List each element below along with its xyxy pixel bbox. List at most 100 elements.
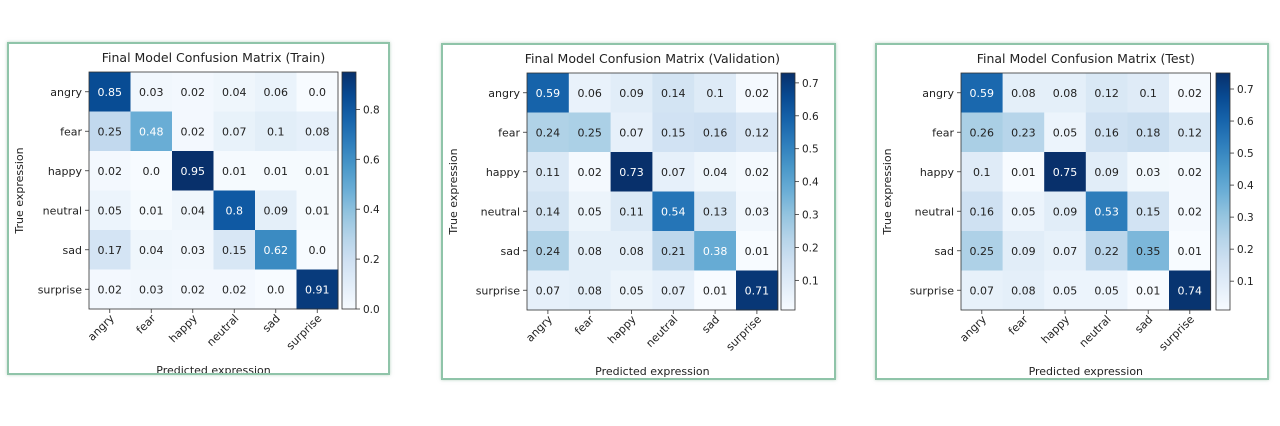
heatmap-cell — [568, 112, 612, 153]
cell-value-label: 0.24 — [536, 126, 561, 139]
cell-value-label: 0.01 — [745, 245, 770, 258]
heatmap-cell — [296, 230, 339, 270]
cell-value-label: 0.07 — [536, 284, 561, 297]
heatmap-cell — [1169, 152, 1212, 192]
cell-value-label: 0.07 — [970, 284, 995, 297]
heatmap-cell — [130, 190, 173, 231]
cell-value-label: 0.04 — [181, 204, 206, 217]
heatmap-cell — [527, 231, 570, 271]
x-tick-label: fear — [134, 312, 159, 337]
cell-value-label: 0.02 — [745, 166, 770, 179]
x-tick-label: angry — [523, 313, 555, 345]
cell-value-label: 0.22 — [1094, 245, 1119, 258]
heatmap-cell — [610, 231, 653, 271]
chart-panel-train: Final Model Confusion Matrix (Train) 0.85… — [7, 42, 390, 377]
colorbar-tick-label: 0.6 — [802, 111, 819, 123]
heatmap-cell — [1085, 231, 1128, 271]
heatmap-cell — [296, 190, 339, 231]
colorbar-tick-label: 0.2 — [802, 242, 819, 254]
cell-value-label: 0.12 — [1178, 126, 1203, 139]
heatmap-cell — [610, 73, 653, 113]
chart-title: Final Model Confusion Matrix (Validation… — [525, 51, 780, 66]
x-axis-label: Predicted expression — [1029, 365, 1143, 378]
heatmap-cell — [255, 111, 297, 152]
heatmap-cell — [89, 269, 131, 310]
cell-value-label: 0.07 — [661, 166, 686, 179]
cell-value-label: 0.09 — [1011, 245, 1036, 258]
cell-value-label: 0.03 — [181, 244, 206, 257]
heatmap-cell — [172, 111, 214, 152]
heatmap-cell — [130, 230, 173, 270]
heatmap-cell — [255, 151, 297, 191]
heatmap-cell — [652, 270, 695, 311]
cell-value-label: 0.16 — [703, 126, 728, 139]
heatmap-cell — [296, 111, 339, 152]
cell-value-label: 0.07 — [619, 126, 644, 139]
cell-value-label: 0.05 — [577, 205, 602, 218]
cell-value-label: 0.02 — [98, 165, 123, 178]
heatmap-cell — [694, 270, 737, 311]
x-axis-label: Predicted expression — [156, 364, 270, 373]
cell-value-label: 0.1 — [973, 166, 991, 179]
heatmap-cell — [694, 112, 737, 153]
heatmap-cell — [610, 152, 653, 192]
heatmap-cell — [1044, 270, 1087, 311]
cell-value-label: 0.02 — [745, 87, 770, 100]
heatmap-cell — [568, 73, 612, 113]
colorbar-tick-label: 0.1 — [1237, 276, 1254, 288]
x-tick-label: surprise — [724, 313, 765, 354]
cell-value-label: 0.59 — [536, 87, 561, 100]
x-tick-label: sad — [1132, 313, 1155, 336]
cell-value-label: 0.11 — [619, 205, 644, 218]
heatmap-cell — [130, 72, 173, 112]
heatmap-cell — [961, 152, 1004, 192]
heatmap-cell — [1127, 231, 1170, 271]
y-tick-label: happy — [920, 166, 955, 179]
x-tick-label: sad — [260, 312, 283, 335]
cell-value-label: 0.71 — [745, 284, 770, 297]
colorbar-tick-label: 0.2 — [1237, 244, 1254, 256]
chart-title: Final Model Confusion Matrix (Test) — [977, 51, 1195, 66]
x-tick-label: neutral — [1077, 313, 1114, 350]
cell-value-label: 0.05 — [98, 204, 123, 217]
heatmap-cell — [1085, 73, 1128, 113]
plot-frame — [960, 72, 1212, 311]
heatmap-cell — [736, 270, 779, 311]
cell-value-label: 0.09 — [264, 204, 289, 217]
cell-value-label: 0.91 — [305, 283, 330, 296]
colorbar-tick-label: 0.5 — [1237, 148, 1254, 160]
y-tick-label: angry — [922, 87, 954, 100]
cell-value-label: 0.02 — [98, 283, 123, 296]
heatmap-cell — [1002, 191, 1045, 232]
heatmap-cell — [1044, 191, 1087, 232]
heatmap-cell — [961, 191, 1004, 232]
cell-value-label: 0.16 — [970, 205, 995, 218]
y-tick-label: happy — [48, 165, 83, 178]
cell-value-label: 0.05 — [1053, 126, 1078, 139]
y-tick-label: angry — [488, 87, 520, 100]
heatmap-cell — [568, 270, 612, 311]
cell-value-label: 0.02 — [577, 166, 602, 179]
cell-value-label: 0.85 — [98, 86, 123, 99]
x-tick-label: sad — [699, 313, 722, 336]
y-tick-label: happy — [486, 166, 521, 179]
cell-value-label: 0.08 — [1011, 87, 1036, 100]
x-axis-label: Predicted expression — [595, 365, 709, 378]
cell-value-label: 0.1 — [706, 87, 724, 100]
y-tick-label: sad — [935, 245, 954, 258]
heatmap-cell — [1127, 270, 1170, 311]
x-tick-label: neutral — [643, 313, 680, 350]
heatmap-cell — [172, 230, 214, 270]
cell-value-label: 0.53 — [1094, 205, 1119, 218]
cell-value-label: 0.04 — [139, 244, 164, 257]
heatmap-cell — [652, 73, 695, 113]
cell-value-label: 0.48 — [139, 125, 164, 138]
plot-frame — [88, 71, 339, 310]
y-tick-label: surprise — [910, 284, 955, 297]
cell-value-label: 0.21 — [661, 245, 686, 258]
cell-value-label: 0.75 — [1053, 166, 1078, 179]
y-tick-label: surprise — [38, 283, 83, 296]
cell-value-label: 0.08 — [1011, 284, 1036, 297]
cell-value-label: 0.07 — [661, 284, 686, 297]
cell-value-label: 0.04 — [703, 166, 728, 179]
